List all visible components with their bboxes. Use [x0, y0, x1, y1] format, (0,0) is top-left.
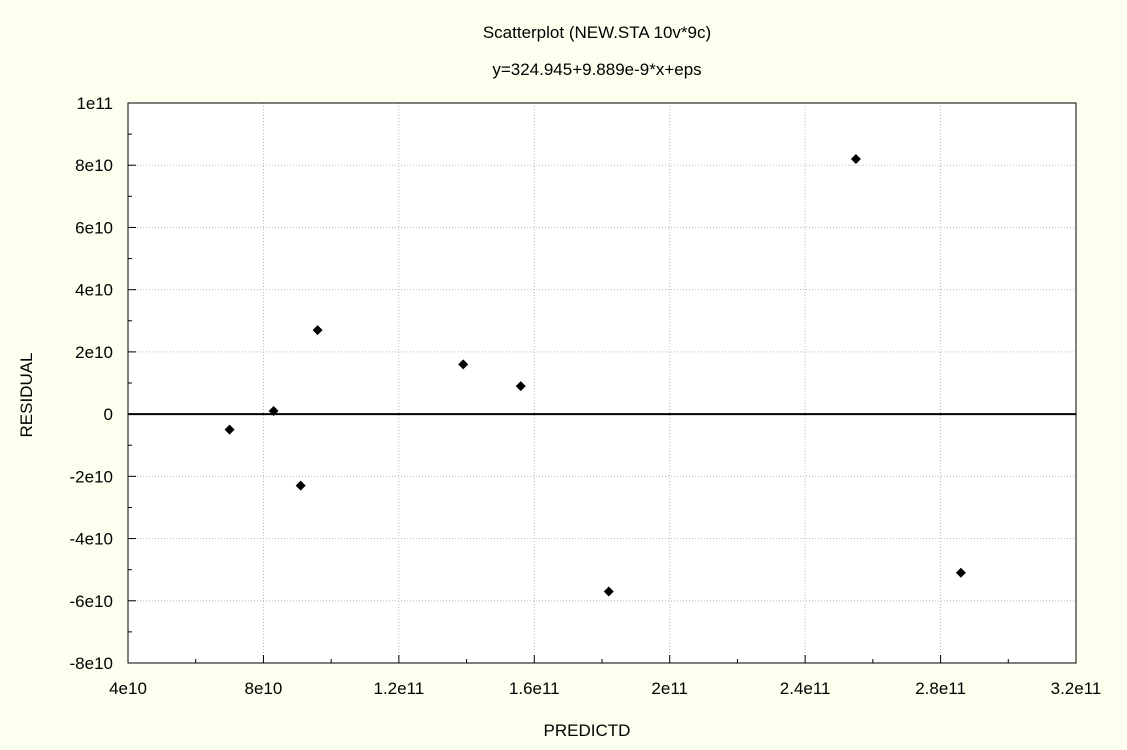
x-tick-label: 3.2e11: [1051, 679, 1102, 698]
x-tick-label: 4e10: [109, 679, 147, 698]
chart-title: Scatterplot (NEW.STA 10v*9c): [483, 23, 711, 42]
x-tick-label: 8e10: [245, 679, 283, 698]
y-tick-label: 4e10: [75, 281, 113, 300]
y-tick-label: 1e11: [76, 94, 113, 113]
y-tick-label: 0: [104, 405, 113, 424]
y-tick-labels: 1e11 8e10 6e10 4e10 2e10 0 -2e10 -4e10 -6e10 -8e1…: [70, 94, 113, 673]
y-axis-label: RESIDUAL: [17, 352, 36, 437]
y-tick-label: -8e10: [70, 654, 113, 673]
y-tick-label: -4e10: [70, 530, 113, 549]
data-point: [224, 424, 235, 435]
x-tick-label: 1.6e11: [509, 679, 560, 698]
y-tick-label: 6e10: [75, 218, 113, 237]
x-tick-label: 1.2e11: [373, 679, 424, 698]
x-tick-labels: 4e10 8e10 1.2e11 1.6e11 2e11 2.4e11 2.8e11 3.2e…: [109, 679, 1101, 698]
x-tick-label: 2.4e11: [780, 679, 831, 698]
data-points: [224, 154, 966, 597]
axis-ticks: [127, 102, 1077, 664]
plot-area: [128, 103, 1076, 663]
data-point: [458, 359, 469, 370]
data-point: [603, 586, 614, 597]
y-tick-label: 8e10: [75, 156, 113, 175]
y-tick-label: -2e10: [70, 467, 113, 486]
data-point: [955, 567, 966, 578]
x-axis-label: PREDICTD: [544, 721, 631, 740]
x-tick-label: 2.8e11: [915, 679, 966, 698]
y-tick-label: 2e10: [75, 343, 113, 362]
data-point: [268, 406, 279, 416]
data-point: [295, 480, 306, 491]
chart-subtitle: y=324.945+9.889e-9*x+eps: [492, 60, 701, 79]
data-point: [515, 381, 526, 392]
y-tick-label: -6e10: [70, 592, 113, 611]
x-tick-label: 2e11: [651, 679, 688, 698]
data-point: [312, 325, 323, 336]
data-point: [850, 154, 861, 164]
